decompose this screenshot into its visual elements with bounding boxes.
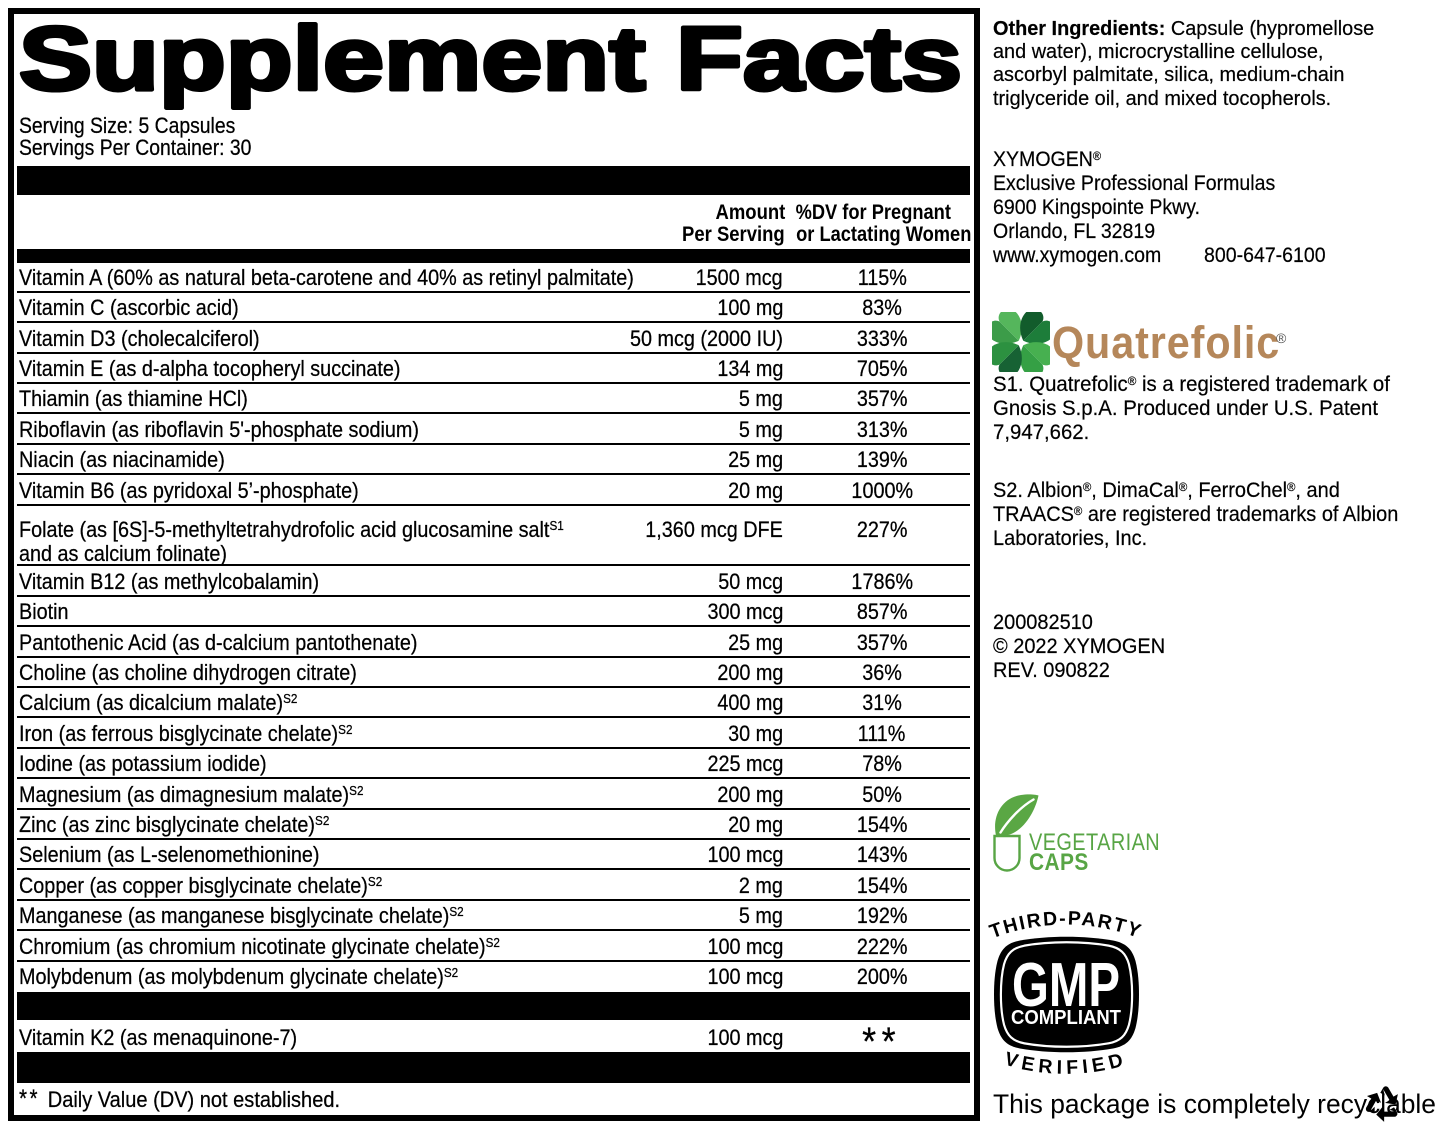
svg-text:COMPLIANT: COMPLIANT (1011, 1007, 1121, 1029)
svg-text:Supplement Facts: Supplement Facts (19, 10, 962, 110)
svg-text:VERIFIED: VERIFIED (1002, 1048, 1130, 1078)
svg-text:GMP: GMP (1012, 951, 1120, 1020)
